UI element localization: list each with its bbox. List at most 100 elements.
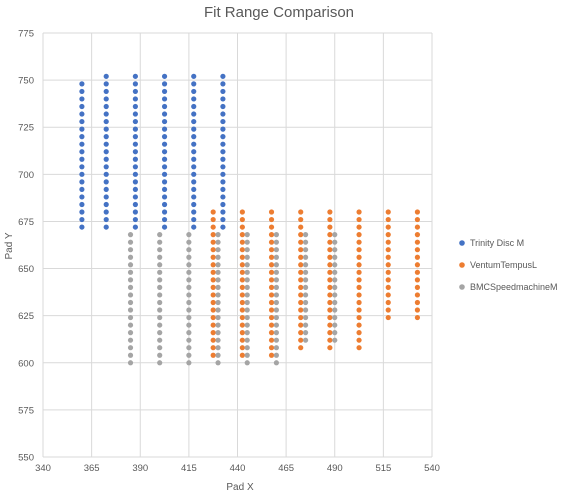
- data-point: [210, 337, 216, 343]
- data-point: [385, 269, 391, 275]
- data-point: [79, 224, 85, 230]
- data-point: [385, 262, 391, 268]
- data-point: [356, 239, 362, 245]
- data-point: [210, 239, 216, 245]
- data-point: [161, 141, 168, 147]
- data-point: [302, 239, 309, 245]
- data-point: [186, 262, 192, 268]
- data-point: [127, 360, 134, 366]
- data-point: [356, 292, 362, 298]
- data-point: [273, 239, 279, 245]
- data-point: [244, 277, 250, 283]
- data-point: [127, 239, 134, 245]
- data-point: [332, 337, 338, 343]
- data-point: [191, 141, 197, 147]
- data-point: [132, 111, 138, 117]
- data-point: [127, 262, 134, 268]
- data-point: [327, 322, 333, 328]
- data-point: [298, 314, 304, 321]
- data-point: [132, 88, 138, 95]
- data-point: [268, 307, 275, 313]
- data-point: [161, 171, 168, 177]
- data-point: [239, 224, 245, 230]
- y-tick-label: 575: [18, 405, 34, 416]
- data-point: [103, 224, 109, 230]
- data-point: [356, 330, 362, 336]
- data-point: [327, 224, 333, 230]
- data-point: [127, 330, 134, 336]
- data-point: [268, 224, 275, 230]
- data-point: [103, 141, 109, 147]
- data-point: [332, 239, 338, 245]
- data-point: [220, 186, 226, 193]
- data-point: [239, 239, 245, 245]
- y-tick-label: 600: [18, 358, 34, 369]
- data-point: [161, 179, 168, 185]
- data-point: [210, 307, 216, 313]
- data-point: [161, 88, 168, 95]
- data-point: [414, 284, 421, 290]
- data-point: [268, 330, 275, 336]
- data-point: [327, 262, 333, 268]
- data-point: [268, 314, 275, 321]
- data-point: [327, 284, 333, 290]
- data-point: [157, 314, 163, 321]
- data-point: [191, 179, 197, 185]
- x-tick-label: 390: [132, 463, 148, 474]
- data-point: [132, 216, 138, 223]
- data-point: [239, 232, 245, 238]
- data-point: [332, 307, 338, 313]
- data-point: [273, 277, 279, 283]
- data-point: [220, 209, 226, 215]
- data-point: [268, 239, 275, 245]
- data-point: [79, 96, 85, 102]
- data-point: [244, 337, 250, 343]
- data-point: [191, 111, 197, 117]
- gridlines: [42, 32, 433, 458]
- legend-label: BMCSpeedmachineM: [470, 282, 558, 292]
- data-point: [210, 254, 216, 260]
- data-point: [298, 209, 304, 215]
- data-point: [210, 299, 216, 306]
- data-point: [414, 269, 421, 275]
- data-point: [191, 156, 197, 162]
- data-point: [215, 307, 221, 313]
- data-point: [132, 186, 138, 193]
- data-point: [220, 88, 226, 95]
- data-point: [132, 209, 138, 215]
- data-point: [191, 118, 197, 125]
- data-point: [220, 141, 226, 147]
- data-point: [239, 216, 245, 223]
- data-point: [220, 134, 226, 140]
- legend-marker: [459, 284, 465, 290]
- data-point: [356, 216, 362, 223]
- x-tick-label: 365: [84, 463, 100, 474]
- data-point: [103, 134, 109, 140]
- data-point: [244, 299, 250, 306]
- data-point: [298, 224, 304, 230]
- data-point: [161, 164, 168, 170]
- data-point: [127, 247, 134, 253]
- data-point: [161, 149, 168, 155]
- data-point: [327, 216, 333, 223]
- data-point: [268, 232, 275, 238]
- data-point: [302, 269, 309, 275]
- data-point: [161, 209, 168, 215]
- data-point: [220, 73, 226, 79]
- data-point: [268, 337, 275, 343]
- data-point: [210, 216, 216, 223]
- data-point: [157, 352, 163, 358]
- data-point: [244, 345, 250, 351]
- data-point: [161, 194, 168, 200]
- data-point: [215, 292, 221, 298]
- data-point: [385, 299, 391, 306]
- data-point: [327, 209, 333, 215]
- legend-marker: [459, 240, 465, 246]
- data-point: [132, 179, 138, 185]
- data-point: [385, 277, 391, 283]
- data-point: [385, 314, 391, 321]
- y-tick-label: 650: [18, 264, 34, 275]
- data-point: [132, 81, 138, 87]
- data-point: [127, 345, 134, 351]
- data-point: [186, 277, 192, 283]
